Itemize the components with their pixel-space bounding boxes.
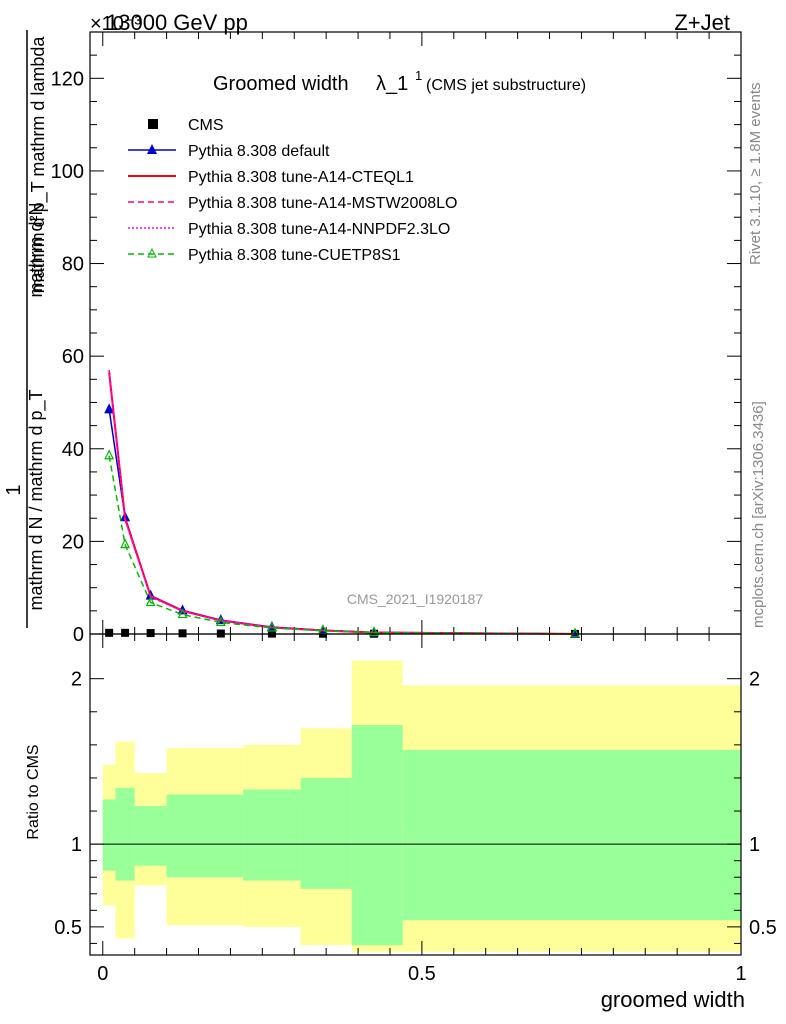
upper-ytick-label: 80 [62, 254, 84, 276]
process-label: Z+Jet [674, 10, 730, 35]
cuetp8s1-marker [104, 449, 115, 460]
title-main: Groomed width [213, 73, 349, 95]
cuetp8s1-marker [570, 627, 581, 638]
energy-label: 13000 GeV pp [106, 10, 248, 35]
chart-title: Groomed width λ_1 1 (CMS jet substructur… [213, 68, 586, 95]
cuetp8s1-marker [177, 608, 188, 619]
title-subtitle: (CMS jet substructure) [426, 77, 586, 94]
ylabel-den-b: mathrm d p_T mathrm d lambda [28, 36, 49, 294]
ratio-band-inner [402, 749, 741, 921]
legend-label: CMS [188, 117, 224, 134]
legend-label: Pythia 8.308 tune-A14-CTEQL1 [188, 169, 414, 186]
title-lambda: λ_1 [376, 73, 408, 95]
legend-label: Pythia 8.308 tune-A14-NNPDF2.3LO [188, 221, 450, 238]
ratio-band-inner [300, 777, 352, 889]
ratio-ytick-label: 1 [71, 834, 82, 856]
ylabel-num-b: mathrm d²N [26, 202, 46, 297]
xtick-label: 0 [97, 963, 108, 985]
ylabel-num-a: 1 [3, 484, 25, 495]
ylabel-den-a: mathrm d N / mathrm d p_T [26, 389, 47, 610]
legend-marker-cuetp8s1 [147, 247, 157, 258]
upper-ytick-label: 40 [62, 439, 84, 461]
cms-marker [121, 628, 130, 637]
cuetp8s1-marker [120, 538, 131, 549]
series-line-cuetp8s1 [108, 455, 576, 635]
upper-ytick-label: 100 [51, 161, 84, 183]
cuetp8s1-marker [145, 596, 156, 607]
rivet-label: Rivet 3.1.10, ≥ 1.8M events [747, 83, 764, 266]
cuetp8s1-marker [215, 616, 226, 627]
legend-label: Pythia 8.308 default [188, 143, 330, 160]
ratio-band-inner [115, 787, 135, 881]
upper-ytick-label: 20 [62, 531, 84, 553]
upper-ytick-label: 60 [62, 346, 84, 368]
cms-marker [146, 629, 155, 638]
ratio-ytick-label-right: 2 [749, 669, 760, 691]
ratio-ytick-label: 0.5 [54, 917, 82, 939]
y-exponent: ×10⁻³ [90, 13, 141, 35]
cuetp8s1-marker [266, 621, 277, 632]
ratio-band-inner [198, 794, 244, 878]
legend-marker-default [147, 144, 157, 154]
cuetp8s1-marker [369, 626, 379, 637]
analysis-watermark: CMS_2021_I1920187 [347, 591, 483, 607]
legend: CMS Pythia 8.308 default Pythia 8.308 tune… [128, 117, 457, 264]
ratio-bands [102, 660, 741, 952]
cms-marker [105, 628, 114, 637]
ratio-ytick-label-right: 0.5 [749, 917, 777, 939]
upper-series [104, 369, 581, 638]
ratio-ytick-label-right: 1 [749, 834, 760, 856]
ratio-band-inner [351, 725, 403, 946]
ratio-band-inner [243, 789, 301, 881]
series-line-default [108, 409, 576, 635]
lower-frame [89, 633, 742, 956]
series-line-nnpdf [108, 374, 576, 635]
ratio-band-inner [166, 794, 199, 878]
title-superscript: 1 [415, 68, 422, 83]
upper-ytick-label: 120 [51, 68, 84, 90]
mcplots-label: mcplots.cern.ch [arXiv:1306.3436] [750, 401, 767, 628]
ratio-ytick-label: 2 [71, 669, 82, 691]
xtick-label: 1 [735, 963, 746, 985]
x-axis-label: groomed width [601, 987, 745, 1012]
y-axis-label-upper: 1 mathrm d²N mathrm d N / mathrm d p_T m… [3, 30, 49, 628]
default-marker [104, 403, 115, 414]
ratio-band-inner [134, 806, 167, 866]
xtick-label: 0.5 [408, 963, 436, 985]
series-line-mstw [108, 369, 576, 635]
cms-marker [178, 629, 187, 638]
series-line-cteql1 [108, 372, 576, 635]
legend-marker-cms [148, 119, 158, 129]
ratio-band-inner [102, 799, 116, 871]
lower-axes: 0.5 0.5 1 1 2 2 0 0.5 1 [54, 633, 777, 985]
upper-ytick-label: 0 [73, 624, 84, 646]
ratio-ylabel: Ratio to CMS [25, 744, 42, 839]
legend-label: Pythia 8.308 tune-A14-MSTW2008LO [188, 195, 457, 212]
legend-label: Pythia 8.308 tune-CUETP8S1 [188, 247, 401, 264]
